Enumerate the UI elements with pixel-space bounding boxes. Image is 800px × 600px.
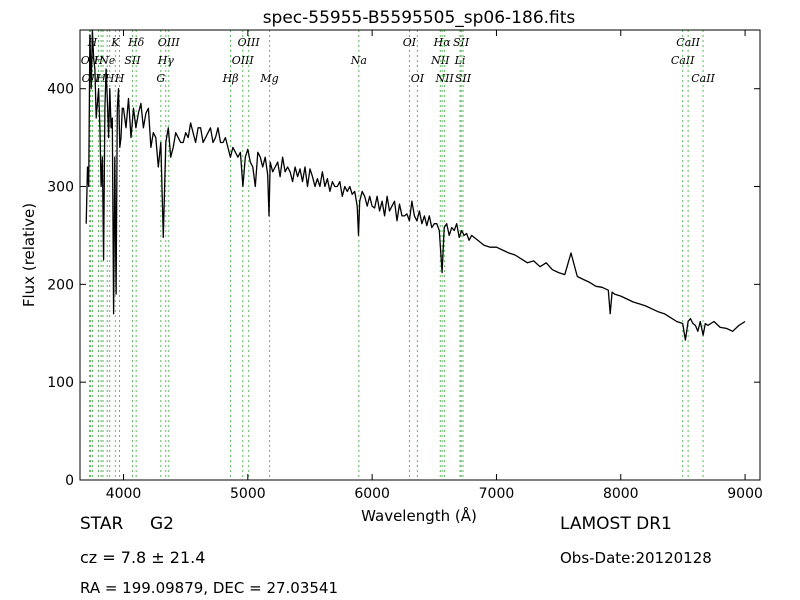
line-marker-label: Mg [259,72,278,85]
line-marker-label: Hβ [222,72,239,85]
object-subclass: G2 [150,514,174,534]
chart-title: spec-55955-B5595505_sp06-186.fits [263,8,576,28]
plot-frame [79,29,761,481]
emission-line-markers: OIIOIIHHHNeHKHSIIHδGHγOIIIHβOIIIOIIIMgNa… [81,30,716,480]
line-marker-label: NII [434,72,454,85]
line-marker-label: Hγ [157,54,175,67]
line-marker-label: Na [350,54,367,67]
redshift-value: cz = 7.8 ± 21.4 [80,548,206,567]
x-tick-label: 9000 [727,486,763,502]
spectrum-line [85,29,746,341]
line-marker-label: Li [454,54,466,67]
line-marker-label: H [114,72,125,85]
line-marker-label: OIII [158,36,181,49]
line-marker-label: Hδ [127,36,145,49]
axis-ticks: 4000 5000 6000 7000 8000 9000 0 100 200 300 400 [47,30,763,502]
line-marker-label: K [110,36,120,49]
line-marker-label: CaII [671,54,695,67]
line-marker-label: OIII [232,54,255,67]
x-tick-label: 5000 [230,486,266,502]
line-marker-label: SII [455,72,472,85]
y-tick-label: 300 [47,180,74,196]
x-tick-label: 4000 [106,486,142,502]
line-marker-label: CaII [676,36,700,49]
x-tick-label: 7000 [479,486,515,502]
y-tick-label: 400 [47,82,74,98]
line-marker-label: H [104,72,115,85]
y-tick-label: 100 [47,375,74,391]
line-marker-label: CaII [691,72,715,85]
survey-name: LAMOST DR1 [560,514,672,534]
y-axis-label: Flux (relative) [20,203,38,307]
coordinates: RA = 199.09879, DEC = 27.03541 [80,579,339,597]
line-marker-label: OIII [238,36,261,49]
observation-date: Obs-Date:20120128 [560,549,712,567]
line-marker-label: NII [430,54,450,67]
x-tick-label: 6000 [354,486,390,502]
line-marker-label: Hα [433,36,452,49]
line-marker-label: OI [411,72,425,85]
x-tick-label: 8000 [603,486,639,502]
line-marker-label: G [156,72,165,85]
line-marker-label: SII [124,54,141,67]
line-marker-label: H [95,72,106,85]
x-axis-label: Wavelength (Å) [361,506,477,525]
line-marker-label: Ne [98,54,116,67]
line-marker-label: SII [453,36,470,49]
y-tick-label: 0 [65,473,74,489]
line-marker-label: H [93,54,104,67]
line-marker-label: OI [403,36,417,49]
object-class: STAR [80,514,124,534]
y-tick-label: 200 [47,277,74,293]
